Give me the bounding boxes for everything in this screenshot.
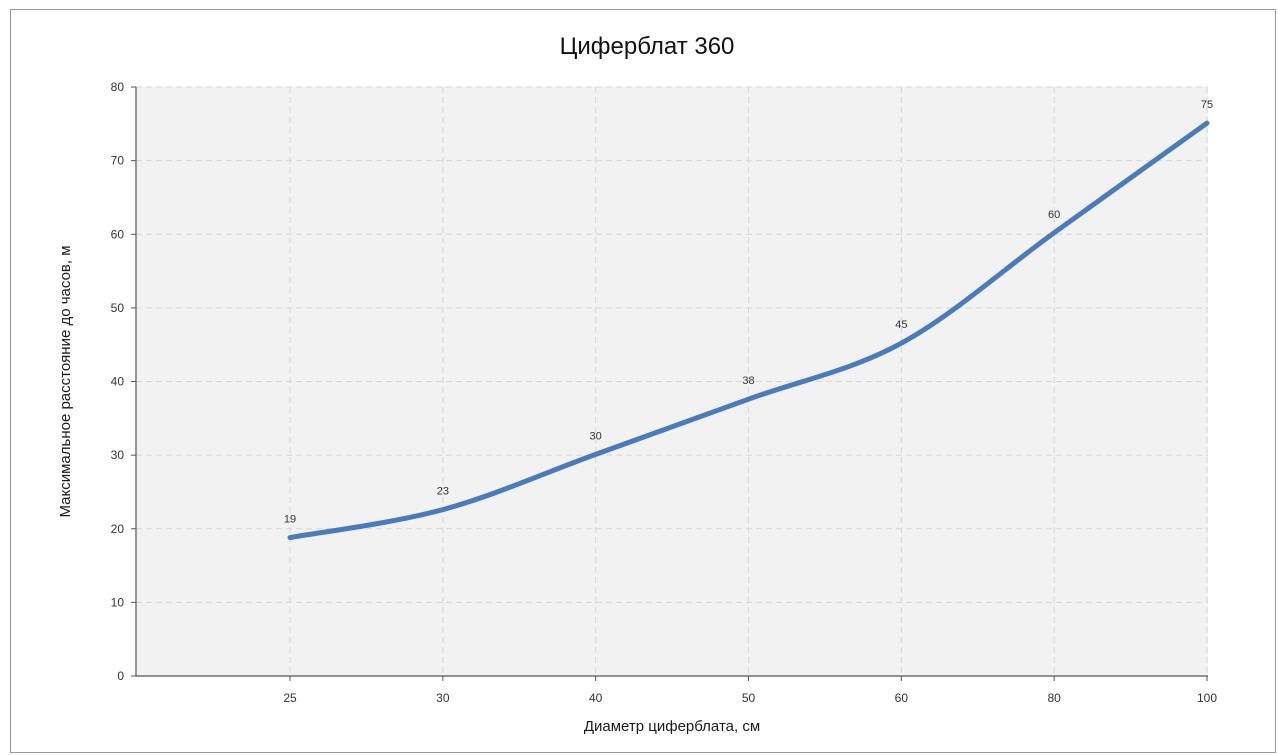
series-line (287, 120, 1210, 541)
x-tick-label: 30 (436, 691, 450, 705)
data-labels: 19 23 30 38 45 60 75 (284, 99, 1213, 526)
axes: 0 10 20 30 40 50 60 70 80 25 30 40 50 60 80 100 (111, 80, 1218, 705)
x-tick-label: 25 (283, 691, 297, 705)
gridlines (136, 86, 1208, 676)
x-tick-label: 40 (589, 691, 603, 705)
data-label: 23 (437, 486, 449, 498)
y-tick-label: 10 (111, 595, 125, 609)
y-axis-title: Максимальное расстояние до часов, м (57, 245, 74, 517)
data-label: 38 (742, 375, 754, 387)
x-tick-label: 80 (1047, 691, 1061, 705)
x-tick-label: 60 (895, 691, 909, 705)
x-tick-label: 100 (1197, 691, 1217, 705)
data-label: 30 (590, 430, 602, 442)
x-axis-title: Диаметр циферблата, см (584, 718, 760, 735)
y-tick-label: 80 (111, 80, 125, 94)
y-tick-label: 40 (111, 375, 125, 389)
data-label: 19 (284, 514, 296, 526)
y-tick-label: 30 (111, 448, 125, 462)
y-tick-label: 50 (111, 301, 125, 315)
data-label: 45 (895, 319, 907, 331)
y-tick-label: 70 (111, 154, 125, 168)
series-layer (287, 120, 1210, 541)
chart-title: Циферблат 360 (560, 33, 735, 60)
data-label: 60 (1048, 209, 1060, 221)
y-tick-label: 20 (111, 522, 125, 536)
y-tick-label: 60 (111, 227, 125, 241)
y-tick-label: 0 (117, 669, 124, 683)
x-tick-label: 50 (742, 691, 756, 705)
data-label: 75 (1201, 99, 1213, 111)
